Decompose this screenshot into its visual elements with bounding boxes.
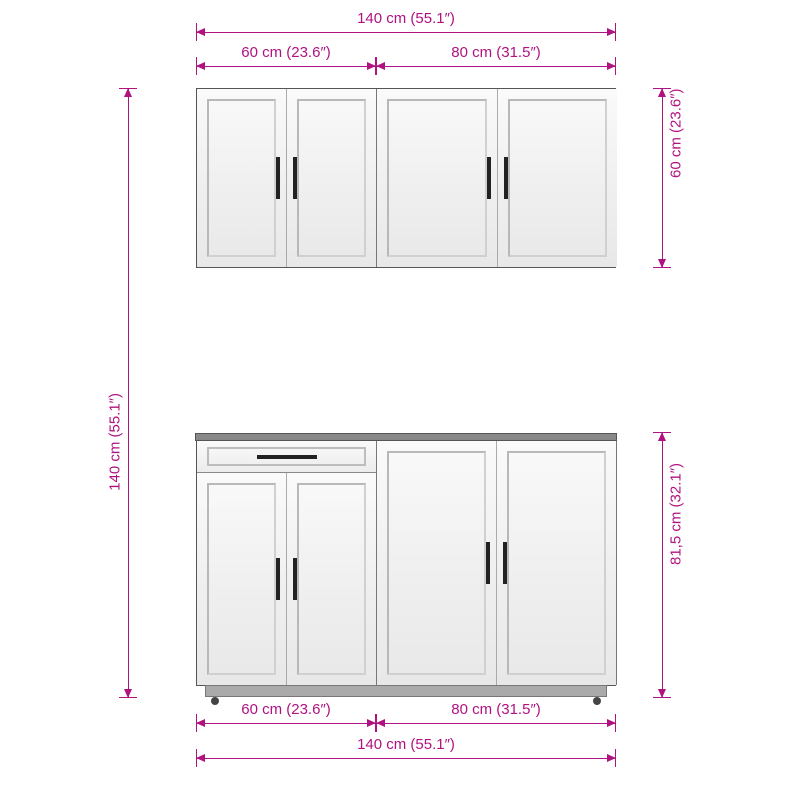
arrow-icon [607,754,616,762]
dim-label: 60 cm (23.6″) [668,88,685,178]
cabinet-leg-icon [211,697,219,705]
countertop [195,433,617,441]
arrow-icon [376,62,385,70]
cabinet-door [287,473,376,685]
drawer-handle-icon [257,455,317,459]
dim-lower-height: 81,5 cm (32.1″) [662,432,663,698]
arrow-icon [196,62,205,70]
dim-lower-left-width: 60 cm (23.6″) [196,723,376,724]
cabinet-door [197,473,287,685]
upper-left-section [197,89,377,267]
door-handle-icon [276,558,280,600]
lower-left-section [197,441,377,685]
diagram-stage: 140 cm (55.1″) 60 cm (23.6″) 80 cm (31.5… [0,0,800,800]
dim-total-width-bottom: 140 cm (55.1″) [196,758,616,759]
drawer [197,441,376,473]
cabinet-door [498,89,618,267]
cabinet-door [497,441,616,685]
arrow-icon [376,719,385,727]
door-handle-icon [486,542,490,584]
cabinet-leg-icon [593,697,601,705]
dim-total-width-top: 140 cm (55.1″) [196,32,616,33]
cabinet-door [197,89,287,267]
door-handle-icon [503,542,507,584]
dim-upper-height: 60 cm (23.6″) [662,88,663,268]
arrow-icon [607,719,616,727]
dim-upper-left-width: 60 cm (23.6″) [196,66,376,67]
dim-label: 140 cm (55.1″) [357,736,455,753]
arrow-icon [658,259,666,268]
dim-label: 80 cm (31.5″) [451,44,541,61]
upper-right-section [377,89,617,267]
dim-label: 60 cm (23.6″) [241,701,331,718]
arrow-icon [124,88,132,97]
lower-cabinet [196,440,616,686]
dim-label: 80 cm (31.5″) [451,701,541,718]
door-handle-icon [276,157,280,199]
arrow-icon [196,28,205,36]
cabinet-door [287,89,376,267]
dim-label: 140 cm (55.1″) [107,393,124,491]
dim-label: 60 cm (23.6″) [241,44,331,61]
dim-upper-right-width: 80 cm (31.5″) [376,66,616,67]
arrow-icon [124,689,132,698]
arrow-icon [658,689,666,698]
arrow-icon [658,88,666,97]
arrow-icon [367,719,376,727]
door-handle-icon [293,558,297,600]
door-handle-icon [487,157,491,199]
arrow-icon [196,754,205,762]
arrow-icon [607,62,616,70]
arrow-icon [658,432,666,441]
door-handle-icon [293,157,297,199]
upper-cabinet [196,88,616,268]
cabinet-door [377,441,497,685]
arrow-icon [196,719,205,727]
arrow-icon [367,62,376,70]
dim-label: 81,5 cm (32.1″) [668,463,685,565]
door-handle-icon [504,157,508,199]
dim-lower-right-width: 80 cm (31.5″) [376,723,616,724]
dim-total-height: 140 cm (55.1″) [128,88,129,698]
plinth [205,685,607,697]
lower-right-section [377,441,617,685]
dim-label: 140 cm (55.1″) [357,10,455,27]
cabinet-door [377,89,498,267]
arrow-icon [607,28,616,36]
